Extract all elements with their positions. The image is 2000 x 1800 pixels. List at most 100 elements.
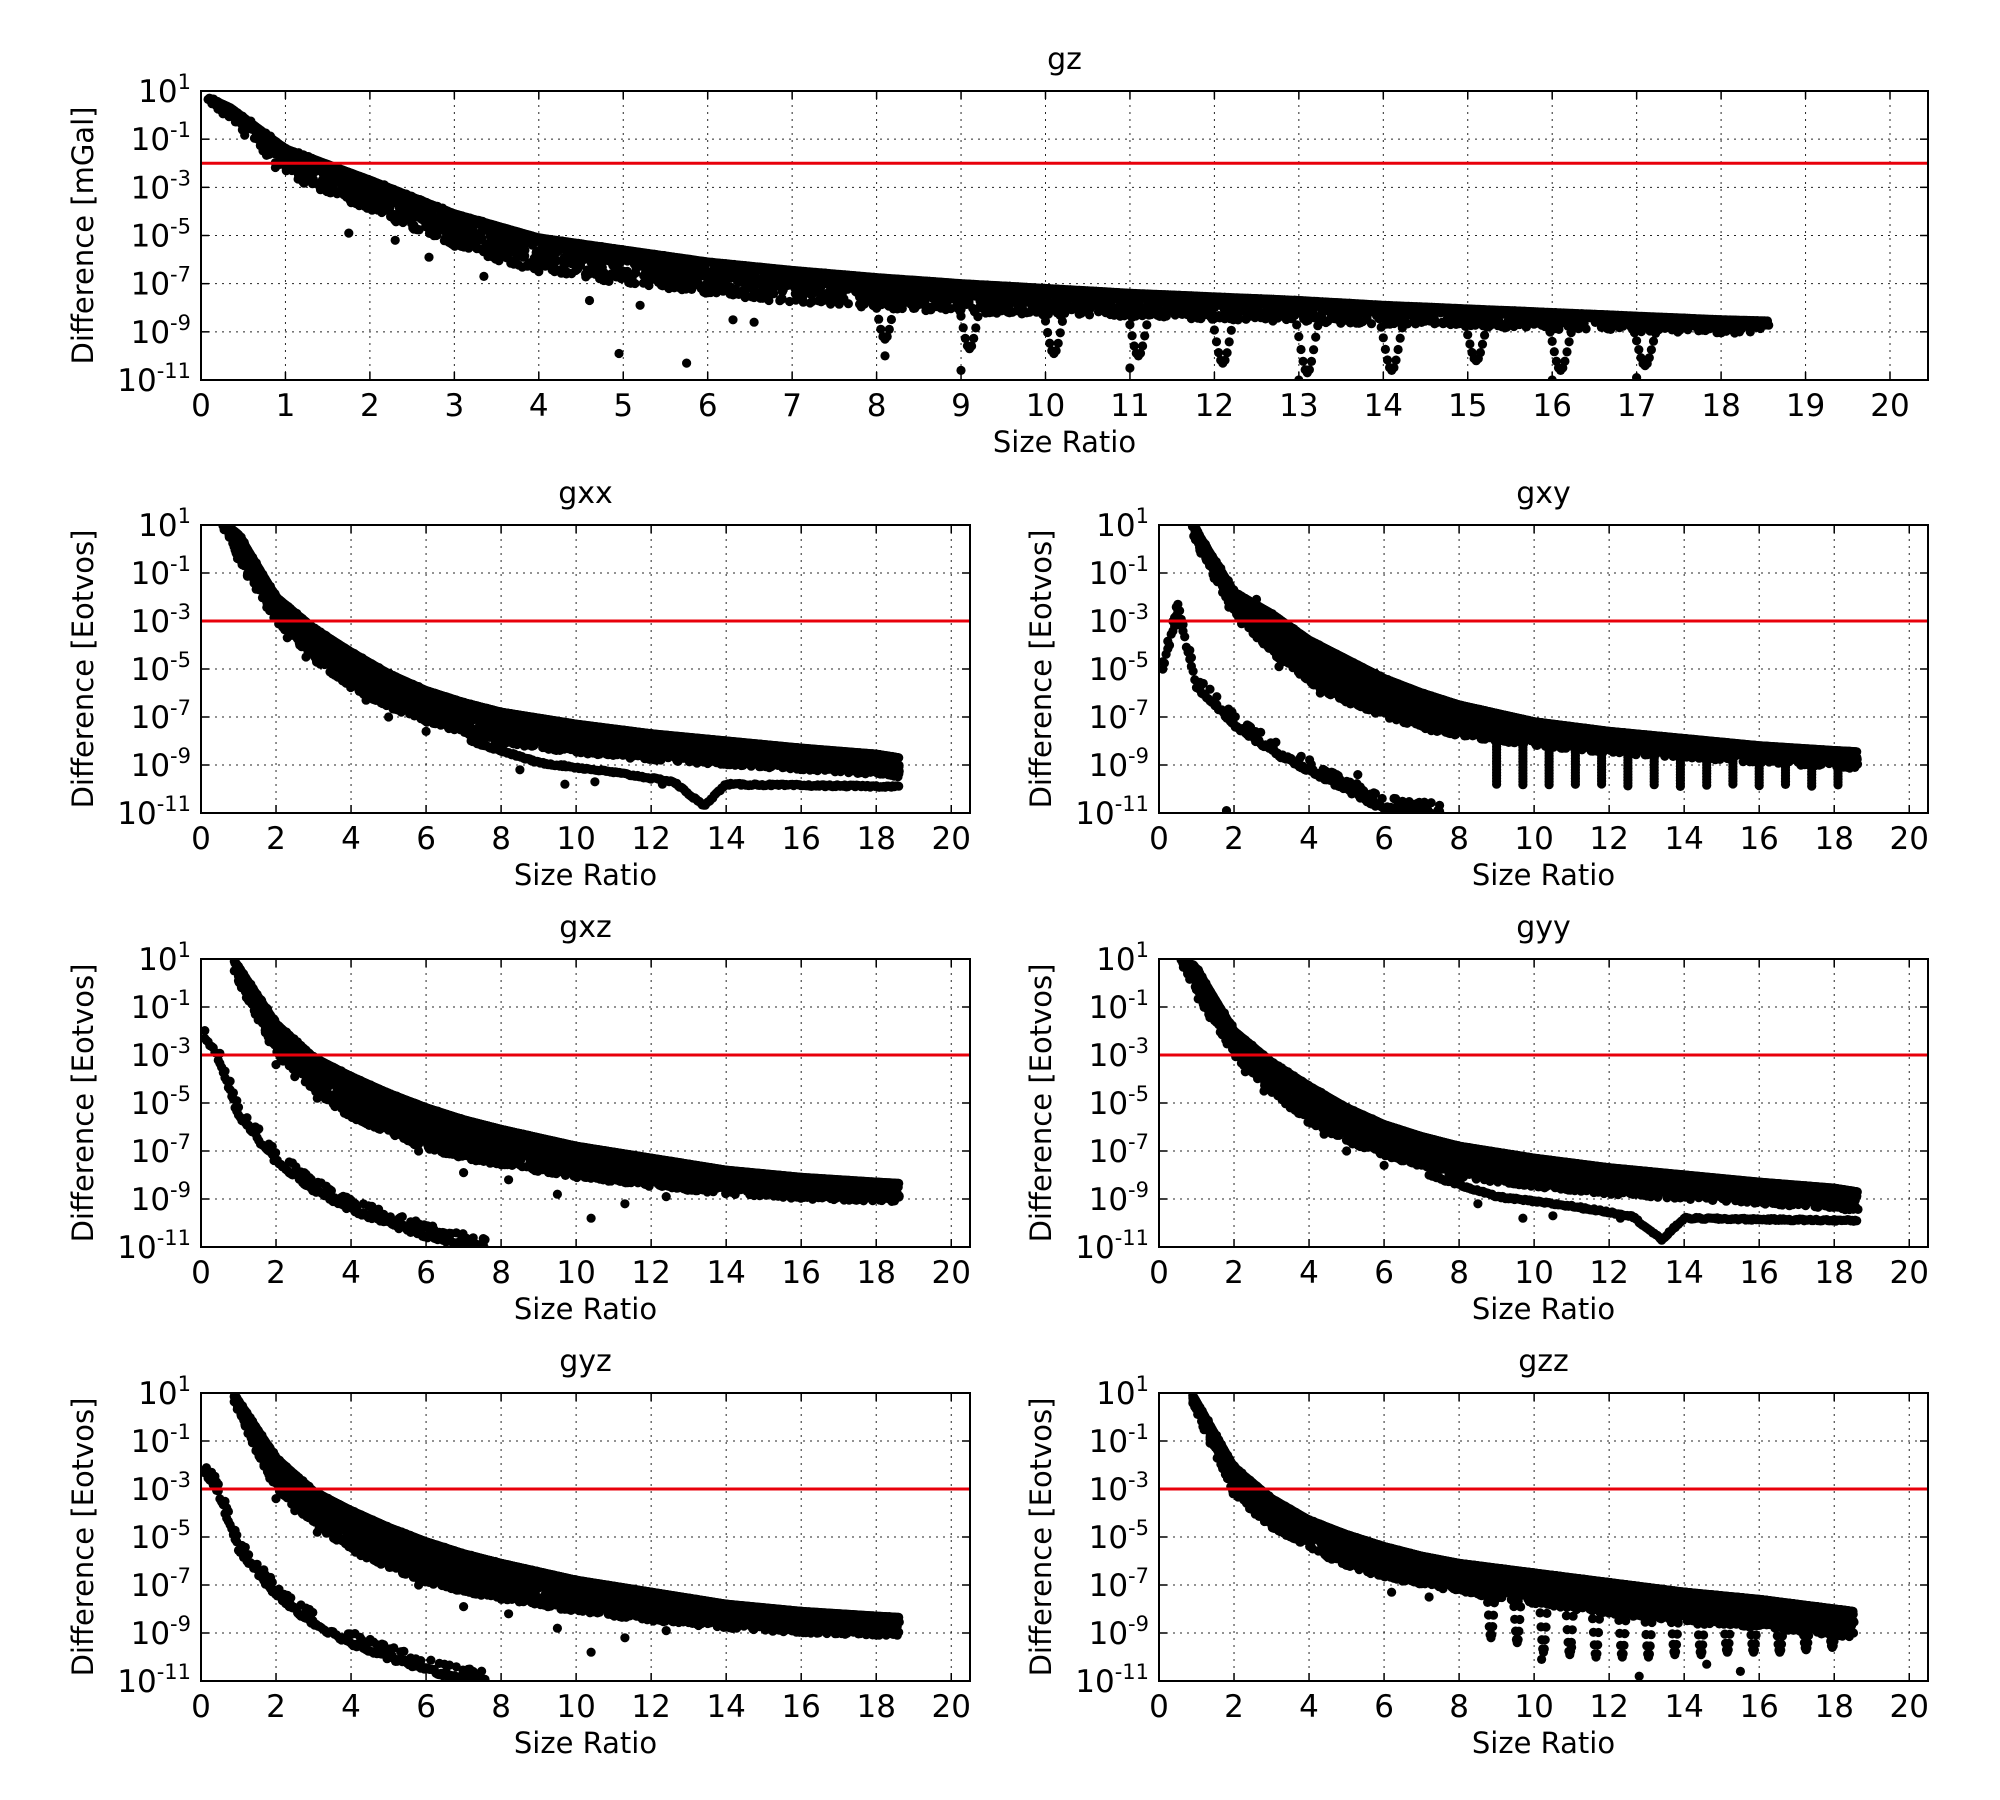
data-point xyxy=(1043,327,1053,338)
x-tick-label: 12 xyxy=(1195,388,1234,424)
data-point xyxy=(615,257,626,267)
y-tick-label: 10-7 xyxy=(131,263,191,303)
y-tick-label: 10-9 xyxy=(131,311,191,351)
chart-title: gz xyxy=(1047,42,1082,77)
data-point xyxy=(1762,316,1773,326)
data-point xyxy=(867,285,878,295)
data-point xyxy=(1292,320,1302,330)
data-point xyxy=(1374,314,1384,324)
x-tick-label: 1 xyxy=(276,388,296,424)
data-point xyxy=(1040,316,1051,326)
data-point xyxy=(1211,337,1222,347)
y-tick-label: 10-3 xyxy=(131,166,191,206)
data-point xyxy=(1378,333,1388,343)
data-point xyxy=(1214,348,1224,358)
x-tick-label: 17 xyxy=(1617,388,1656,424)
data-point xyxy=(843,299,854,309)
x-tick-label: 8 xyxy=(867,388,887,424)
data-point xyxy=(1127,331,1137,341)
data-point xyxy=(872,303,882,313)
y-tick-label: 10-1 xyxy=(131,118,191,158)
data-point xyxy=(975,301,985,311)
x-tick-label: 11 xyxy=(1110,388,1149,424)
data-point xyxy=(1226,325,1236,335)
y-tick-label: 10-5 xyxy=(131,215,191,255)
data-point xyxy=(630,278,640,289)
x-tick-label: 2 xyxy=(360,388,380,424)
data-point xyxy=(494,256,504,266)
data-point xyxy=(1123,309,1133,319)
data-point xyxy=(412,225,422,235)
x-tick-label: 16 xyxy=(1532,388,1571,424)
data-point xyxy=(1084,310,1095,320)
data-point xyxy=(1290,310,1300,321)
data-point xyxy=(874,314,884,324)
data-point xyxy=(398,217,408,228)
data-point xyxy=(1393,344,1403,355)
data-point xyxy=(1057,316,1067,326)
data-point xyxy=(1059,306,1070,316)
data-point xyxy=(1055,328,1065,338)
data-point xyxy=(1138,341,1148,351)
data-point xyxy=(952,292,962,302)
data-point xyxy=(1380,344,1390,354)
x-tick-label: 18 xyxy=(1701,388,1740,424)
data-point xyxy=(1222,348,1232,358)
x-tick-label: 13 xyxy=(1279,388,1318,424)
data-point xyxy=(1366,319,1377,329)
data-point xyxy=(954,300,964,311)
data-point xyxy=(623,269,634,279)
data-point xyxy=(1224,337,1234,347)
chart-gz: gz0 1 2 3 4 5 6 7 8 9 10 11 12 13 14 15 16 17 18 19 2010110-… xyxy=(66,42,1929,459)
data-point xyxy=(1209,325,1219,335)
x-tick-label: 3 xyxy=(444,388,464,424)
data-point xyxy=(973,312,983,322)
data-point xyxy=(1395,333,1405,343)
data-point xyxy=(1311,332,1321,342)
data-point xyxy=(886,314,897,325)
x-tick-label: 7 xyxy=(782,388,802,424)
data-point xyxy=(365,203,375,213)
data-point xyxy=(969,333,979,343)
data-point xyxy=(956,311,966,321)
data-point xyxy=(1296,344,1306,355)
x-tick-label: 19 xyxy=(1786,388,1825,424)
data-points xyxy=(203,93,1774,380)
x-tick-label: 20 xyxy=(1870,388,1909,424)
data-point xyxy=(1228,315,1238,325)
data-point xyxy=(869,293,880,303)
data-point xyxy=(1304,365,1314,375)
data-point xyxy=(1734,327,1745,337)
x-tick-label: 0 xyxy=(191,388,211,424)
x-tick-label: 4 xyxy=(529,388,549,424)
data-point xyxy=(1038,305,1048,315)
data-point xyxy=(1376,322,1386,332)
data-point xyxy=(1309,345,1319,355)
y-tick-label: 10-11 xyxy=(117,359,191,399)
data-point xyxy=(1053,338,1063,348)
data-point xyxy=(1313,321,1323,331)
data-point xyxy=(1391,355,1401,365)
data-point xyxy=(888,304,899,314)
data-point xyxy=(1205,306,1215,316)
x-tick-label: 6 xyxy=(698,388,718,424)
x-tick-label: 15 xyxy=(1448,388,1487,424)
x-tick-label: 14 xyxy=(1364,388,1403,424)
data-point xyxy=(1144,310,1154,320)
data-point xyxy=(884,324,894,334)
y-axis-label: Difference [mGal] xyxy=(66,107,100,365)
x-axis-label: Size Ratio xyxy=(993,425,1136,459)
data-point xyxy=(1306,356,1317,366)
data-point xyxy=(1207,314,1217,324)
data-point xyxy=(958,323,968,333)
data-point xyxy=(1142,320,1152,330)
x-tick-label: 10 xyxy=(1026,388,1065,424)
data-point xyxy=(1298,356,1308,366)
data-point xyxy=(1140,331,1150,341)
x-tick-label: 9 xyxy=(951,388,971,424)
y-tick-label: 101 xyxy=(138,70,191,110)
data-point xyxy=(1121,301,1131,311)
data-point xyxy=(1125,320,1135,330)
x-tick-label: 5 xyxy=(613,388,633,424)
